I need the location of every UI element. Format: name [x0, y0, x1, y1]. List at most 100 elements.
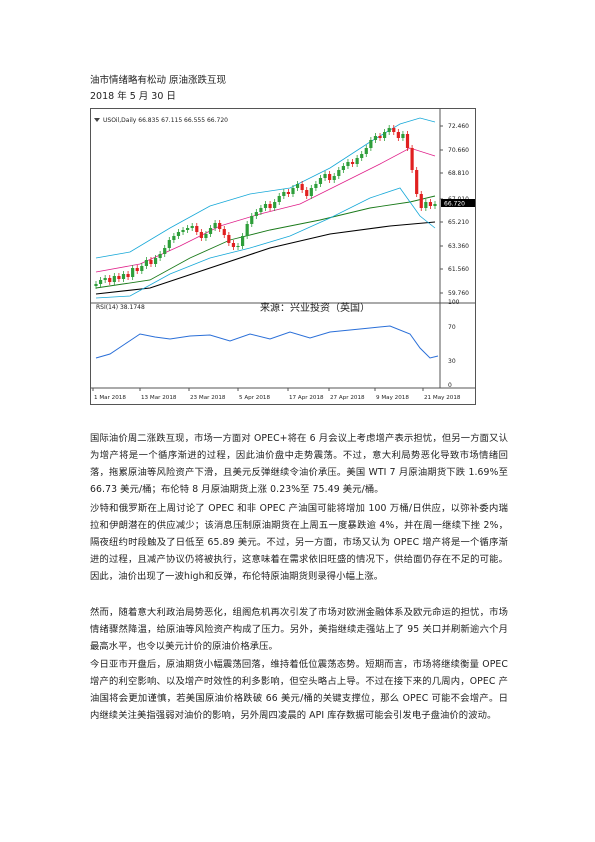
- candle: [286, 189, 291, 197]
- candle: [410, 145, 414, 173]
- candle: [94, 281, 98, 289]
- candle: [350, 159, 355, 167]
- chart-header: USOil,Daily 66.835 67.115 66.555 66.720: [103, 117, 228, 124]
- candle: [153, 255, 158, 267]
- candle: [268, 201, 272, 211]
- price-label: 59.760: [448, 290, 469, 297]
- candle: [236, 243, 240, 250]
- rsi-label: RSI(14) 38.1748: [96, 304, 145, 311]
- candle: [387, 125, 391, 135]
- date-label: 17 Apr 2018: [289, 395, 324, 401]
- candle: [263, 201, 268, 211]
- price-label: 65.210: [448, 219, 469, 226]
- candle: [277, 193, 281, 205]
- candle: [204, 231, 208, 241]
- date-label: 27 Apr 2018: [330, 395, 365, 401]
- candle: [140, 263, 144, 274]
- candle: [167, 237, 171, 251]
- candle: [295, 181, 300, 191]
- paragraph-3: 然而，随着意大利政治局势恶化，组阁危机再次引发了市场对欧洲金融体系及欧元命运的担…: [90, 607, 508, 652]
- candle: [364, 145, 368, 157]
- candle: [309, 185, 313, 199]
- date-label: 5 Apr 2018: [239, 395, 270, 401]
- candle: [424, 199, 428, 211]
- candle: [131, 265, 135, 280]
- candle: [300, 181, 304, 193]
- candle: [222, 226, 226, 238]
- candle: [332, 173, 336, 183]
- candle: [227, 232, 231, 246]
- candle: [108, 275, 112, 285]
- sma-slow-line: [95, 221, 436, 295]
- rsi-level-label: 100: [448, 299, 460, 306]
- date-label: 21 May 2018: [424, 395, 461, 401]
- candle: [208, 225, 213, 237]
- candle: [144, 257, 148, 269]
- candle: [259, 205, 263, 215]
- rsi-level-label: 70: [448, 324, 456, 331]
- bollinger-upper-line: [95, 117, 436, 259]
- candle: [346, 159, 350, 169]
- candle: [378, 133, 382, 141]
- candle: [428, 199, 433, 209]
- paragraph-1: 国际油价周二涨跌互现，市场一方面对 OPEC+将在 6 月会议上考虑增产表示担忧…: [90, 433, 508, 495]
- candle: [401, 131, 405, 141]
- date-label: 23 Mar 2018: [190, 395, 226, 401]
- date-label: 1 Mar 2018: [94, 395, 126, 401]
- candle: [341, 163, 345, 173]
- candle: [328, 171, 332, 183]
- rsi-line: [95, 325, 439, 359]
- candle: [415, 167, 419, 197]
- bollinger-lower-line: [95, 187, 436, 299]
- candle: [250, 213, 254, 227]
- candle: [383, 129, 387, 141]
- candle: [121, 271, 126, 282]
- candle: [158, 251, 162, 261]
- date-label: 13 Mar 2018: [141, 395, 177, 401]
- current-price-marker: 66.720: [441, 199, 475, 208]
- candle: [98, 277, 103, 287]
- paragraph-4: 今日亚市开盘后，原油期货小幅震荡回落，维持着低位震荡态势。短期而言，市场将继续衡…: [90, 659, 508, 721]
- candle: [213, 220, 217, 231]
- chart-frame: [90, 108, 476, 405]
- candle: [163, 245, 167, 257]
- candle: [186, 225, 190, 233]
- candle: [273, 199, 277, 211]
- candle: [117, 273, 121, 282]
- candle: [112, 273, 116, 285]
- price-label: 72.460: [448, 123, 469, 130]
- candle: [405, 131, 410, 151]
- candle: [360, 151, 364, 161]
- candle: [176, 229, 181, 239]
- chart-watermark: 来源：兴业投资（英国）: [260, 301, 370, 314]
- price-label: 63.360: [448, 243, 469, 250]
- candle: [240, 233, 245, 249]
- price-label: 68.810: [448, 170, 469, 177]
- candle: [323, 171, 327, 181]
- article-title: 油市情绪略有松动 原油涨跌互现: [90, 75, 227, 86]
- collapse-triangle-icon[interactable]: [94, 118, 100, 122]
- candle: [199, 229, 203, 241]
- rsi-level-label: 30: [448, 358, 456, 365]
- candle: [419, 191, 423, 211]
- price-chart: USOil,Daily 66.835 67.115 66.555 66.720 …: [90, 108, 476, 405]
- candle: [254, 209, 258, 219]
- candle: [396, 129, 400, 141]
- candle: [369, 137, 373, 151]
- price-label: 61.560: [448, 266, 469, 273]
- rsi-level-label: 0: [448, 382, 452, 389]
- candle: [291, 185, 295, 197]
- candle: [433, 201, 437, 209]
- candle: [282, 189, 286, 199]
- candle: [195, 223, 199, 235]
- candle: [355, 155, 359, 167]
- candle: [245, 221, 249, 239]
- candle: [126, 271, 130, 280]
- date-label: 9 May 2018: [376, 395, 409, 401]
- candle: [373, 133, 378, 143]
- candle: [318, 175, 323, 187]
- candle: [337, 167, 341, 179]
- sma-mid-line: [95, 195, 436, 289]
- candle: [218, 220, 222, 232]
- article-date: 2018 年 5 月 30 日: [90, 91, 176, 102]
